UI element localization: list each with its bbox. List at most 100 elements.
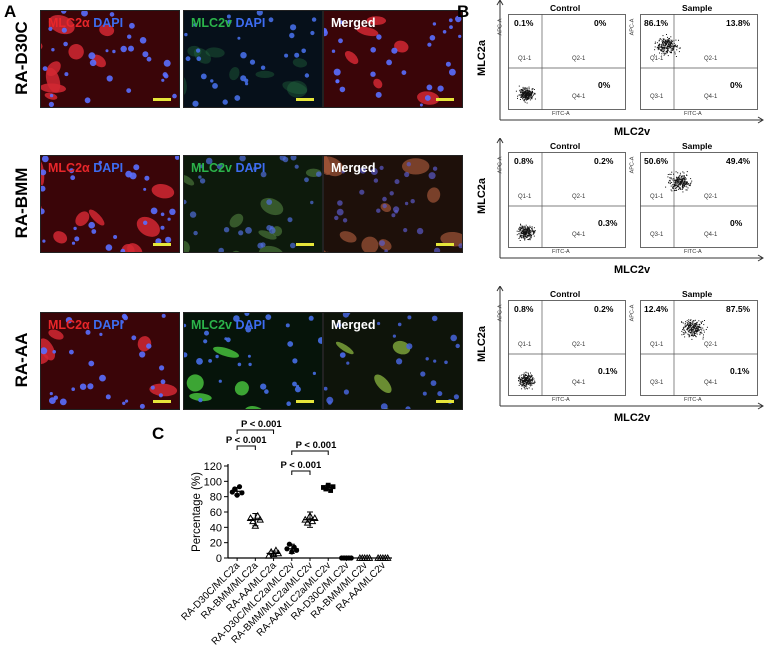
event-dot: [671, 39, 673, 41]
nucleus: [294, 164, 299, 169]
cell-texture: [41, 11, 177, 107]
nucleus: [184, 323, 187, 328]
nucleus: [142, 51, 149, 58]
nucleus: [437, 85, 444, 92]
event-dot: [533, 232, 535, 234]
event-dot: [662, 46, 664, 48]
nucleus: [359, 167, 367, 174]
nucleus: [196, 48, 201, 53]
event-dot: [526, 374, 527, 376]
event-dot: [667, 176, 669, 178]
quadrant-name: Q4-1: [572, 94, 586, 100]
nucleus: [336, 322, 342, 328]
event-dot: [675, 182, 677, 184]
event-dot: [686, 186, 688, 188]
event-dot: [682, 184, 683, 186]
event-dot: [698, 320, 700, 322]
event-dot: [523, 99, 525, 101]
nucleus: [210, 79, 214, 83]
data-point: [323, 486, 329, 492]
event-dot: [530, 231, 532, 233]
event-dot: [519, 375, 521, 377]
event-dot: [526, 96, 527, 98]
event-dot: [525, 94, 527, 96]
event-dot: [702, 320, 704, 322]
quadrant-name: Q2-1: [572, 194, 586, 200]
data-point: [383, 553, 392, 561]
nucleus: [410, 199, 415, 204]
event-dot: [671, 184, 673, 186]
event-dot: [683, 176, 685, 178]
nucleus: [422, 391, 427, 396]
event-dot: [687, 184, 689, 185]
event-dot: [528, 382, 530, 384]
event-dot: [528, 231, 530, 232]
event-dot: [657, 45, 659, 47]
event-dot: [659, 47, 661, 49]
event-dot: [529, 239, 531, 241]
event-dot: [680, 183, 682, 185]
event-dot: [654, 41, 656, 43]
nucleus: [174, 156, 179, 160]
event-dot: [691, 328, 693, 330]
y-axis-arrow: [496, 286, 504, 292]
event-dot: [670, 177, 672, 179]
quadrant-name: Q1-1: [650, 342, 664, 348]
event-dot: [678, 39, 679, 41]
data-point: [229, 489, 235, 495]
event-dot: [524, 236, 526, 238]
event-dot: [676, 184, 678, 186]
nucleus: [88, 221, 95, 229]
event-dot: [681, 322, 683, 323]
data-point: [325, 482, 331, 488]
event-dot: [531, 89, 533, 91]
event-dot: [534, 380, 536, 382]
quadrant-name: Q2-1: [704, 56, 718, 62]
event-dot: [532, 88, 534, 90]
event-dot: [528, 379, 530, 381]
event-dot: [525, 233, 527, 235]
nucleus: [370, 47, 376, 53]
x-tick-label: RA-AA/MLC2a/MLC2v: [255, 560, 334, 639]
event-dot: [702, 327, 704, 329]
event-dot: [691, 323, 693, 325]
event-dot: [688, 330, 690, 332]
event-dot: [522, 381, 524, 383]
nucleus: [139, 403, 145, 409]
flow-axis-y-name: APC-A: [629, 304, 636, 322]
event-dot: [683, 326, 685, 328]
event-dot: [525, 91, 527, 93]
event-dot: [671, 178, 673, 180]
event-dot: [661, 46, 663, 48]
event-dot: [681, 176, 683, 178]
nucleus: [458, 243, 462, 249]
event-dot: [527, 226, 529, 228]
nucleus: [286, 401, 291, 406]
nucleus: [69, 349, 74, 355]
event-dot: [521, 92, 523, 94]
event-dot: [687, 323, 689, 325]
event-dot: [672, 186, 674, 188]
event-dot: [524, 232, 526, 234]
data-point: [339, 555, 345, 561]
flow-axes: [496, 286, 764, 410]
event-dot: [663, 48, 665, 50]
event-dot: [695, 322, 697, 324]
cell-body: [389, 251, 406, 252]
event-dot: [663, 54, 665, 56]
event-dot: [679, 187, 681, 189]
event-dot: [527, 381, 529, 383]
event-dot: [688, 183, 690, 184]
event-dot: [522, 227, 524, 229]
nucleus: [384, 249, 388, 252]
nucleus: [146, 56, 152, 62]
event-dot: [661, 46, 663, 48]
event-dot: [531, 378, 533, 380]
event-dot: [524, 92, 526, 94]
nucleus: [391, 47, 398, 54]
event-dot: [524, 88, 526, 90]
nucleus: [370, 168, 378, 175]
event-dot: [522, 374, 524, 375]
event-dot: [534, 230, 536, 231]
event-dot: [681, 185, 683, 187]
